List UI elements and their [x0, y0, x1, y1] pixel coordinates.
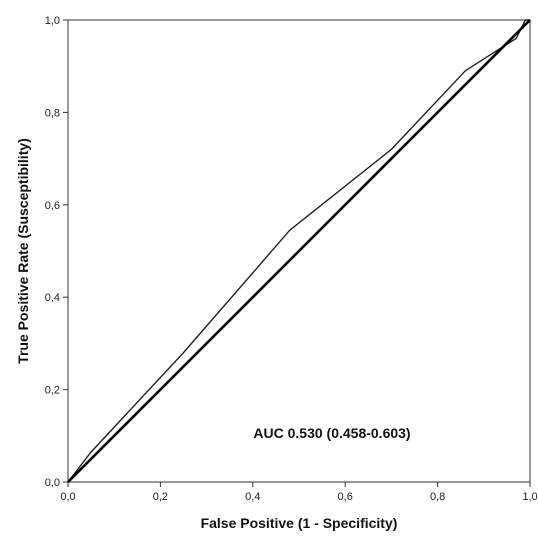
y-tick-label: 0,0 [45, 477, 60, 489]
y-tick-label: 0,2 [45, 385, 60, 397]
x-tick-label: 0,0 [60, 491, 75, 503]
plot-area [67, 19, 531, 483]
x-tick-label: 0,2 [153, 491, 168, 503]
series-layer [67, 19, 531, 483]
y-tick-label: 1,0 [45, 15, 60, 27]
x-tick-label: 0,8 [430, 491, 445, 503]
x-tick-label: 1,0 [522, 491, 537, 503]
y-tick-label: 0,4 [45, 292, 60, 304]
y-axis-title: True Positive Rate (Susceptibility) [15, 138, 31, 364]
y-tick-label: 0,6 [45, 200, 60, 212]
y-tick-label: 0,8 [45, 107, 60, 119]
x-tick-label: 0,4 [245, 491, 260, 503]
reference-diagonal-line [67, 19, 531, 483]
plot-frame [67, 19, 531, 483]
y-axis-ticks: 0,0 0,2 0,4 0,6 0,8 1,0 [45, 15, 68, 489]
auc-annotation: AUC 0.530 (0.458-0.603) [253, 425, 410, 441]
x-axis-ticks: 0,0 0,2 0,4 0,6 0,8 1,0 [60, 482, 538, 503]
x-tick-label: 0,6 [338, 491, 353, 503]
x-axis-title: False Positive (1 - Specificity) [201, 515, 398, 531]
